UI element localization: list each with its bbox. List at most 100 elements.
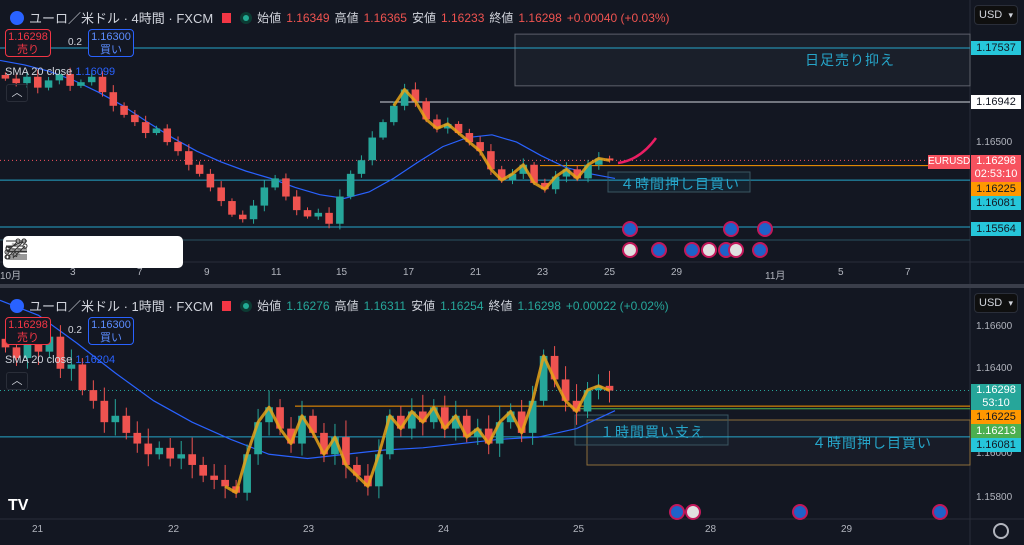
close-value: 1.16298: [517, 298, 561, 313]
buy-button[interactable]: 1.16300 買い: [88, 317, 134, 345]
candle-body: [100, 400, 109, 423]
currency-select[interactable]: USD ▾: [974, 5, 1018, 25]
candle-body: [111, 415, 120, 423]
us-event-icon: [622, 242, 638, 258]
candle-body: [23, 76, 31, 84]
candle-body: [221, 479, 229, 487]
candle-body: [454, 123, 463, 134]
settings-icon[interactable]: [993, 523, 1009, 539]
note-daily-resistance[interactable]: 日足売り抑え: [805, 52, 895, 68]
candle-body: [298, 415, 306, 444]
sell-button[interactable]: 1.16298 売り: [5, 29, 51, 57]
price-tag-level: 1.16225: [971, 410, 1021, 424]
candle-body: [462, 415, 471, 438]
low-value: 1.16233: [441, 10, 485, 25]
candle-body: [407, 411, 416, 429]
market-open-icon: [240, 11, 253, 24]
us-event-icon: [701, 242, 717, 258]
sell-price: 1.16298: [8, 319, 48, 331]
sell-label: 売り: [17, 44, 39, 56]
chart-pane-1h[interactable]: ユーロ／米ドル · 1時間 · FXCM 始値 1.16276 高値 1.16311…: [0, 288, 1024, 545]
trend-line-icon[interactable]: [5, 238, 63, 265]
eu-event-icon: [723, 221, 739, 237]
candle-body: [23, 343, 32, 359]
candle-body: [34, 343, 43, 352]
eu-flag-icon: [10, 298, 24, 313]
fib-retracement-icon[interactable]: [5, 238, 120, 265]
candle-body: [67, 364, 76, 369]
high-value: 1.16311: [363, 298, 407, 313]
flag-icon[interactable]: [222, 300, 232, 311]
candle-body: [87, 76, 96, 83]
candle-body: [357, 160, 366, 174]
candle-body: [440, 407, 449, 429]
flag-icon[interactable]: [222, 12, 232, 23]
chart-pane-4h[interactable]: ユーロ／米ドル · 4時間 · FXCM 始値 1.16349 高値 1.16365…: [0, 0, 1024, 284]
candle-body: [550, 355, 559, 380]
buy-price: 1.16300: [91, 319, 131, 331]
candle-body: [530, 164, 538, 183]
candle-body: [33, 76, 42, 88]
symbol-title[interactable]: ユーロ／米ドル · 4時間 · FXCM: [29, 11, 214, 26]
candle-body: [56, 336, 65, 369]
x-tick: 29: [841, 524, 853, 535]
candle-body: [551, 176, 560, 190]
low-label: 安値: [411, 11, 436, 25]
candle-body: [495, 422, 504, 444]
collapse-legend-button[interactable]: ︿: [6, 372, 28, 390]
sma-legend[interactable]: SMA 20 close 1.16204: [5, 354, 115, 366]
candle-body: [265, 407, 273, 423]
candle-body: [260, 187, 269, 206]
candle-body: [584, 164, 592, 179]
open-label: 始値: [257, 299, 282, 313]
projection-arrow: [617, 137, 658, 165]
note-1h-support[interactable]: １時間買い支え: [600, 424, 705, 440]
candle-body: [397, 415, 405, 429]
h1-support-zone: [574, 414, 729, 446]
chevron-down-icon: ▾: [1008, 10, 1013, 20]
bar-countdown: 02:53:10: [974, 168, 1018, 180]
pane-separator[interactable]: [0, 284, 1024, 288]
x-tick: 9: [204, 267, 210, 278]
candle-body: [287, 428, 295, 444]
candle-body: [12, 78, 20, 84]
candle-body: [325, 212, 333, 224]
x-tick: 11: [271, 267, 282, 278]
y-tick: 1.16500: [976, 137, 1013, 148]
candle-body: [276, 407, 284, 429]
candle-body: [594, 385, 603, 391]
currency-select[interactable]: USD ▾: [974, 293, 1018, 313]
candle-body: [331, 437, 339, 455]
price-chart-4h[interactable]: [0, 0, 1024, 284]
sma-value: 1.16099: [75, 66, 116, 78]
parallel-channel-icon[interactable]: [4, 238, 92, 265]
zigzag-trendline: [392, 87, 610, 191]
current-price-tag: 1.16298: [976, 155, 1016, 167]
symbol-title[interactable]: ユーロ／米ドル · 1時間 · FXCM: [29, 299, 214, 314]
sma-legend[interactable]: SMA 20 close 1.16099: [5, 66, 115, 78]
collapse-legend-button[interactable]: ︿: [6, 84, 28, 102]
buy-price: 1.16300: [91, 31, 131, 43]
chevron-down-icon: ▾: [1008, 298, 1013, 308]
horizontal-lines-icon[interactable]: [4, 239, 178, 265]
buy-button[interactable]: 1.16300 買い: [88, 29, 134, 57]
candle-body: [379, 122, 387, 138]
close-label: 終値: [489, 11, 514, 25]
price-tag-level: 1.16081: [971, 196, 1021, 210]
horizontal-ray-icon[interactable]: [5, 239, 149, 265]
candle-body: [243, 454, 251, 493]
candle-body: [44, 80, 53, 88]
sell-button[interactable]: 1.16298 売り: [5, 317, 51, 345]
note-4h-buy-dip[interactable]: ４時間押し目買い: [620, 176, 740, 192]
note-4h-buy-dip[interactable]: ４時間押し目買い: [812, 435, 932, 451]
candle-body: [210, 475, 218, 480]
candle-body: [195, 164, 204, 174]
x-tick: 3: [70, 267, 76, 278]
candle-body: [595, 158, 603, 165]
candle-body: [386, 415, 394, 455]
tradingview-logo[interactable]: TV: [8, 497, 29, 514]
price-chart-1h[interactable]: [0, 288, 1024, 545]
candle-body: [506, 411, 515, 423]
candle-body: [152, 128, 161, 134]
high-label: 高値: [334, 299, 359, 313]
